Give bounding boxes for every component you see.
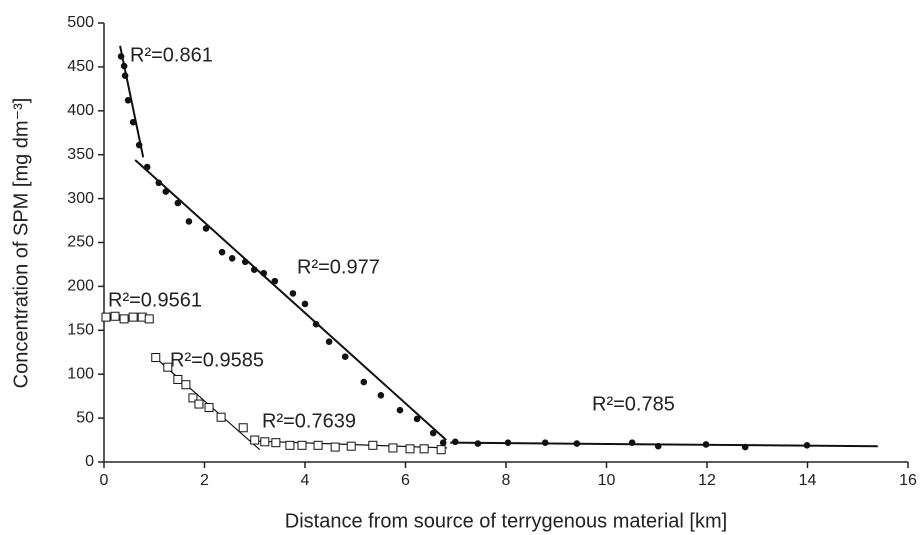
data-point bbox=[312, 320, 320, 328]
data-point bbox=[155, 179, 163, 187]
data-point bbox=[216, 412, 226, 422]
data-point bbox=[204, 403, 214, 413]
data-point bbox=[341, 353, 349, 360]
data-point bbox=[163, 362, 173, 372]
data-point bbox=[260, 437, 270, 447]
data-point bbox=[368, 440, 378, 450]
y-tick-label: 350 bbox=[67, 146, 94, 163]
x-axis-label: Distance from source of terrygenous mate… bbox=[285, 510, 727, 532]
y-tick-label: 200 bbox=[67, 278, 94, 295]
trend-line bbox=[134, 159, 447, 441]
y-tick-label: 0 bbox=[85, 453, 94, 470]
data-point bbox=[436, 445, 446, 455]
data-point bbox=[573, 440, 581, 447]
data-point bbox=[110, 311, 120, 321]
data-point bbox=[271, 277, 279, 285]
data-point bbox=[143, 163, 151, 171]
y-tick-label: 500 bbox=[67, 14, 94, 31]
data-point bbox=[451, 438, 459, 446]
data-point bbox=[117, 53, 125, 60]
data-point bbox=[419, 444, 429, 454]
y-tick-label: 450 bbox=[67, 58, 94, 75]
data-point bbox=[124, 96, 132, 104]
data-point bbox=[162, 188, 170, 195]
data-point bbox=[129, 118, 137, 126]
y-tick-label: 400 bbox=[67, 102, 94, 119]
data-point bbox=[194, 399, 204, 409]
r2-annotation: R²=0.785 bbox=[592, 393, 675, 415]
data-point bbox=[144, 314, 154, 324]
data-point bbox=[218, 248, 226, 256]
data-point bbox=[741, 443, 749, 451]
data-point bbox=[297, 440, 307, 450]
data-point bbox=[250, 435, 260, 445]
y-tick-label: 100 bbox=[67, 365, 94, 382]
y-tick-label: 50 bbox=[76, 409, 94, 426]
data-point bbox=[474, 440, 482, 447]
r2-annotation: R²=0.7639 bbox=[262, 410, 356, 432]
data-point bbox=[325, 338, 333, 346]
trend-line bbox=[450, 441, 878, 448]
data-point bbox=[360, 378, 368, 386]
data-point bbox=[128, 312, 138, 322]
data-point bbox=[228, 255, 236, 262]
r2-annotation: R²=0.9561 bbox=[108, 289, 202, 311]
r2-annotation: R²=0.9585 bbox=[170, 349, 264, 371]
data-point bbox=[504, 439, 512, 446]
data-point bbox=[120, 62, 128, 70]
x-tick-label: 10 bbox=[598, 472, 616, 489]
r2-annotation: R²=0.861 bbox=[130, 44, 213, 66]
x-tick-label: 16 bbox=[899, 472, 917, 489]
data-point bbox=[121, 72, 129, 79]
data-point bbox=[135, 141, 143, 149]
data-point bbox=[173, 374, 183, 384]
data-point bbox=[429, 429, 437, 437]
data-point bbox=[151, 353, 161, 363]
y-tick-label: 300 bbox=[67, 190, 94, 207]
data-point bbox=[250, 266, 258, 274]
x-tick-label: 4 bbox=[301, 472, 310, 489]
y-tick-label: 250 bbox=[67, 234, 94, 251]
data-point bbox=[202, 225, 210, 232]
x-tick-label: 8 bbox=[502, 472, 511, 489]
data-point bbox=[346, 441, 356, 451]
x-tick-label: 6 bbox=[401, 472, 410, 489]
data-point bbox=[241, 258, 249, 266]
data-point bbox=[181, 380, 191, 390]
r2-annotation: R²=0.977 bbox=[297, 256, 380, 278]
data-point bbox=[289, 290, 297, 297]
y-axis-label: Concentration of SPM [mg dm⁻³] bbox=[10, 98, 32, 389]
data-point bbox=[238, 423, 248, 433]
data-point bbox=[628, 439, 636, 446]
data-point bbox=[185, 218, 193, 225]
data-point bbox=[188, 393, 198, 403]
data-point bbox=[271, 438, 281, 448]
data-point bbox=[388, 443, 398, 453]
x-tick-label: 12 bbox=[698, 472, 716, 489]
y-tick-label: 150 bbox=[67, 322, 94, 339]
data-point bbox=[101, 312, 111, 322]
data-point bbox=[654, 442, 662, 450]
data-point bbox=[405, 444, 415, 454]
data-point bbox=[803, 442, 811, 449]
data-point bbox=[377, 391, 385, 399]
x-tick-label: 2 bbox=[200, 472, 209, 489]
data-point bbox=[413, 415, 421, 423]
x-tick-label: 0 bbox=[100, 472, 109, 489]
data-point bbox=[301, 300, 309, 308]
data-point bbox=[439, 439, 447, 446]
data-point bbox=[174, 199, 182, 207]
data-point bbox=[119, 314, 129, 324]
data-point bbox=[541, 439, 549, 446]
data-point bbox=[702, 441, 710, 448]
data-point bbox=[285, 440, 295, 450]
data-point bbox=[330, 442, 340, 452]
x-tick-label: 14 bbox=[799, 472, 817, 489]
data-point bbox=[396, 406, 404, 414]
data-point bbox=[260, 269, 268, 277]
data-point bbox=[313, 440, 323, 450]
